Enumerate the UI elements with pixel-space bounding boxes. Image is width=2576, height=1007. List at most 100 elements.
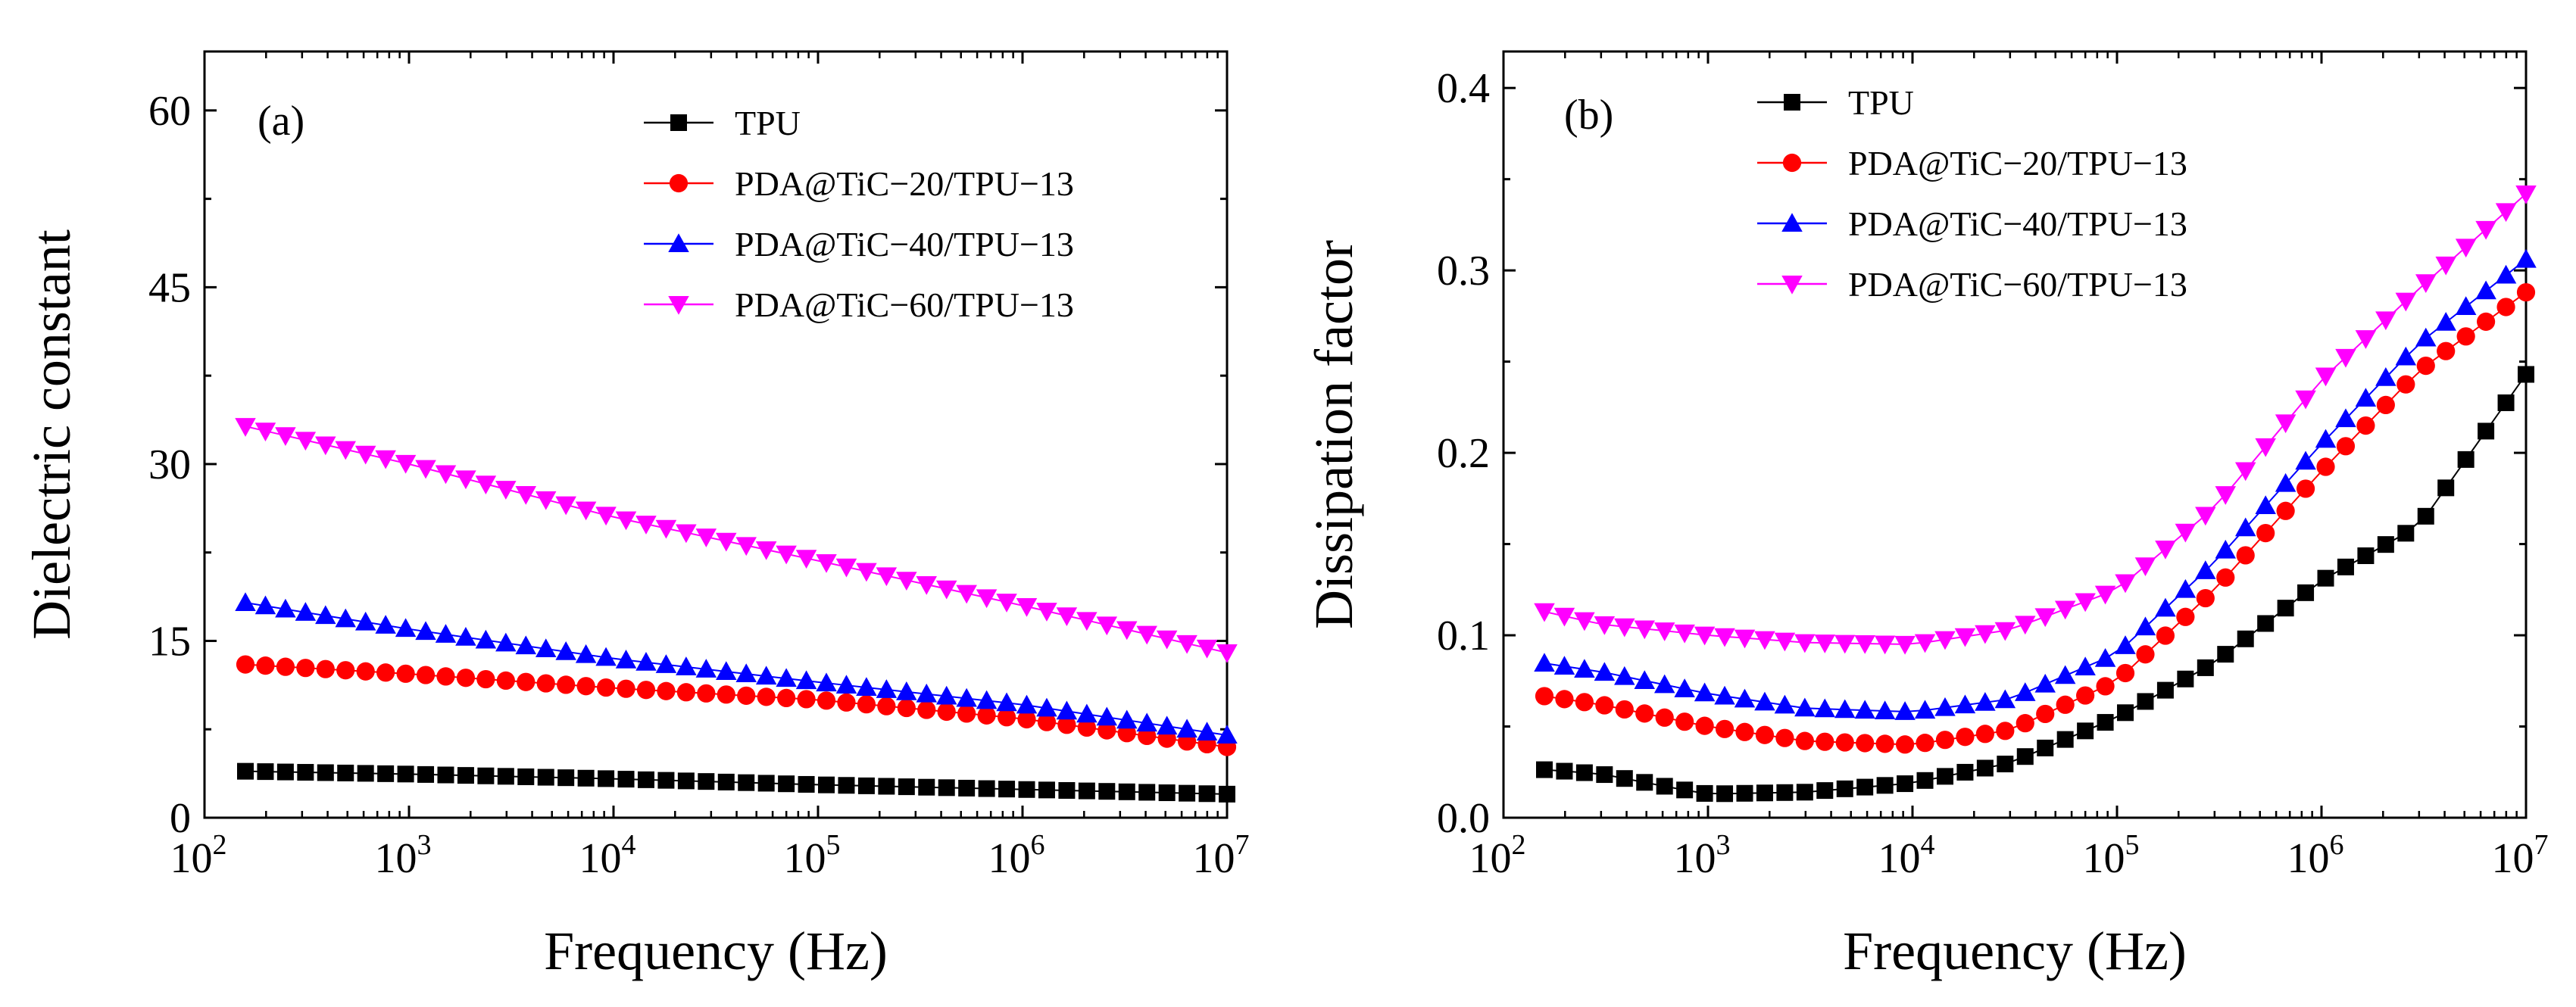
data-point — [977, 706, 996, 725]
data-point — [837, 693, 856, 712]
data-point — [2197, 659, 2214, 676]
data-point — [2075, 656, 2096, 676]
data-point — [2456, 327, 2475, 346]
data-point — [1553, 656, 1575, 675]
data-point — [2495, 203, 2517, 223]
data-point — [795, 550, 817, 569]
data-point — [1056, 607, 1078, 626]
legend-label: PDA@TiC−20/TPU−13 — [1848, 144, 2187, 182]
data-point — [2357, 547, 2375, 564]
series-line — [1544, 193, 2527, 645]
data-point — [2496, 298, 2515, 316]
data-point — [1836, 780, 1853, 797]
data-point — [1814, 698, 1836, 718]
data-point — [1795, 731, 1814, 750]
data-point — [435, 624, 457, 643]
data-point — [2416, 357, 2435, 376]
series-1 — [237, 762, 1235, 803]
data-point — [2277, 600, 2294, 617]
x-tick-exponent: 3 — [1716, 829, 1731, 861]
plot-frame — [1502, 50, 2528, 819]
data-point — [1076, 612, 1098, 631]
data-point — [1136, 625, 1157, 645]
data-point — [1994, 689, 2016, 709]
legend-label: PDA@TiC−20/TPU−13 — [735, 164, 1074, 203]
data-point — [876, 567, 898, 587]
data-point — [1694, 682, 1716, 702]
data-point — [957, 704, 976, 723]
data-point — [1774, 632, 1796, 652]
data-point — [676, 524, 697, 544]
data-point — [495, 632, 517, 652]
data-point — [2016, 714, 2034, 733]
data-point — [835, 675, 857, 694]
data-point — [2217, 646, 2234, 663]
data-point — [738, 774, 755, 791]
data-point — [1674, 678, 1695, 697]
legend-marker — [668, 233, 689, 252]
data-point — [2256, 524, 2275, 543]
data-point — [555, 496, 576, 516]
data-point — [1674, 624, 1695, 644]
data-point — [2094, 585, 2116, 605]
data-point — [935, 580, 957, 600]
data-point — [295, 602, 317, 621]
data-point — [2036, 704, 2055, 724]
data-point — [817, 691, 836, 710]
data-point — [1976, 759, 1994, 777]
data-point — [637, 771, 654, 788]
data-point — [416, 666, 436, 684]
data-point — [996, 692, 1017, 712]
x-tick-base: 10 — [579, 835, 622, 882]
series-2 — [1535, 282, 2536, 754]
data-point — [455, 470, 476, 490]
data-point — [235, 418, 256, 437]
data-point — [315, 605, 336, 625]
data-point — [515, 635, 537, 655]
data-point — [2495, 264, 2517, 284]
data-point — [698, 773, 715, 790]
data-point — [1037, 712, 1057, 731]
data-point — [1216, 725, 1238, 744]
data-point — [2355, 388, 2377, 407]
data-point — [1755, 725, 1775, 744]
data-point — [1894, 701, 1916, 720]
data-point — [375, 450, 396, 469]
data-point — [1854, 700, 1875, 719]
data-point — [397, 765, 414, 783]
data-point — [555, 641, 576, 660]
data-point — [2515, 248, 2537, 268]
data-point — [2115, 635, 2136, 654]
data-point — [296, 659, 315, 678]
x-tick-base: 10 — [170, 835, 213, 882]
data-point — [916, 575, 938, 595]
data-point — [2077, 722, 2094, 740]
data-point — [1535, 687, 1554, 706]
data-point — [1875, 734, 1894, 753]
data-point — [2094, 647, 2116, 667]
data-point — [1816, 782, 1834, 800]
x-tick-label: 103 — [375, 829, 432, 882]
data-point — [857, 695, 876, 714]
data-point — [976, 690, 998, 709]
data-point — [1634, 670, 1655, 689]
data-point — [1098, 783, 1116, 800]
data-point — [1734, 688, 1756, 708]
data-point — [1954, 694, 1976, 714]
data-point — [2196, 588, 2215, 608]
data-point — [1056, 700, 1078, 720]
data-point — [838, 777, 855, 794]
data-point — [1156, 716, 1178, 735]
data-point — [1854, 635, 1875, 654]
data-point — [1096, 706, 1118, 726]
data-point — [2437, 479, 2455, 497]
data-point — [1656, 778, 1673, 795]
data-point — [737, 686, 756, 705]
data-point — [295, 432, 317, 451]
data-point — [2336, 437, 2356, 456]
series-2 — [236, 655, 1237, 756]
data-point — [1935, 731, 1955, 750]
data-point — [1994, 622, 2016, 641]
data-point — [1715, 719, 1735, 738]
data-point — [1834, 699, 1856, 719]
